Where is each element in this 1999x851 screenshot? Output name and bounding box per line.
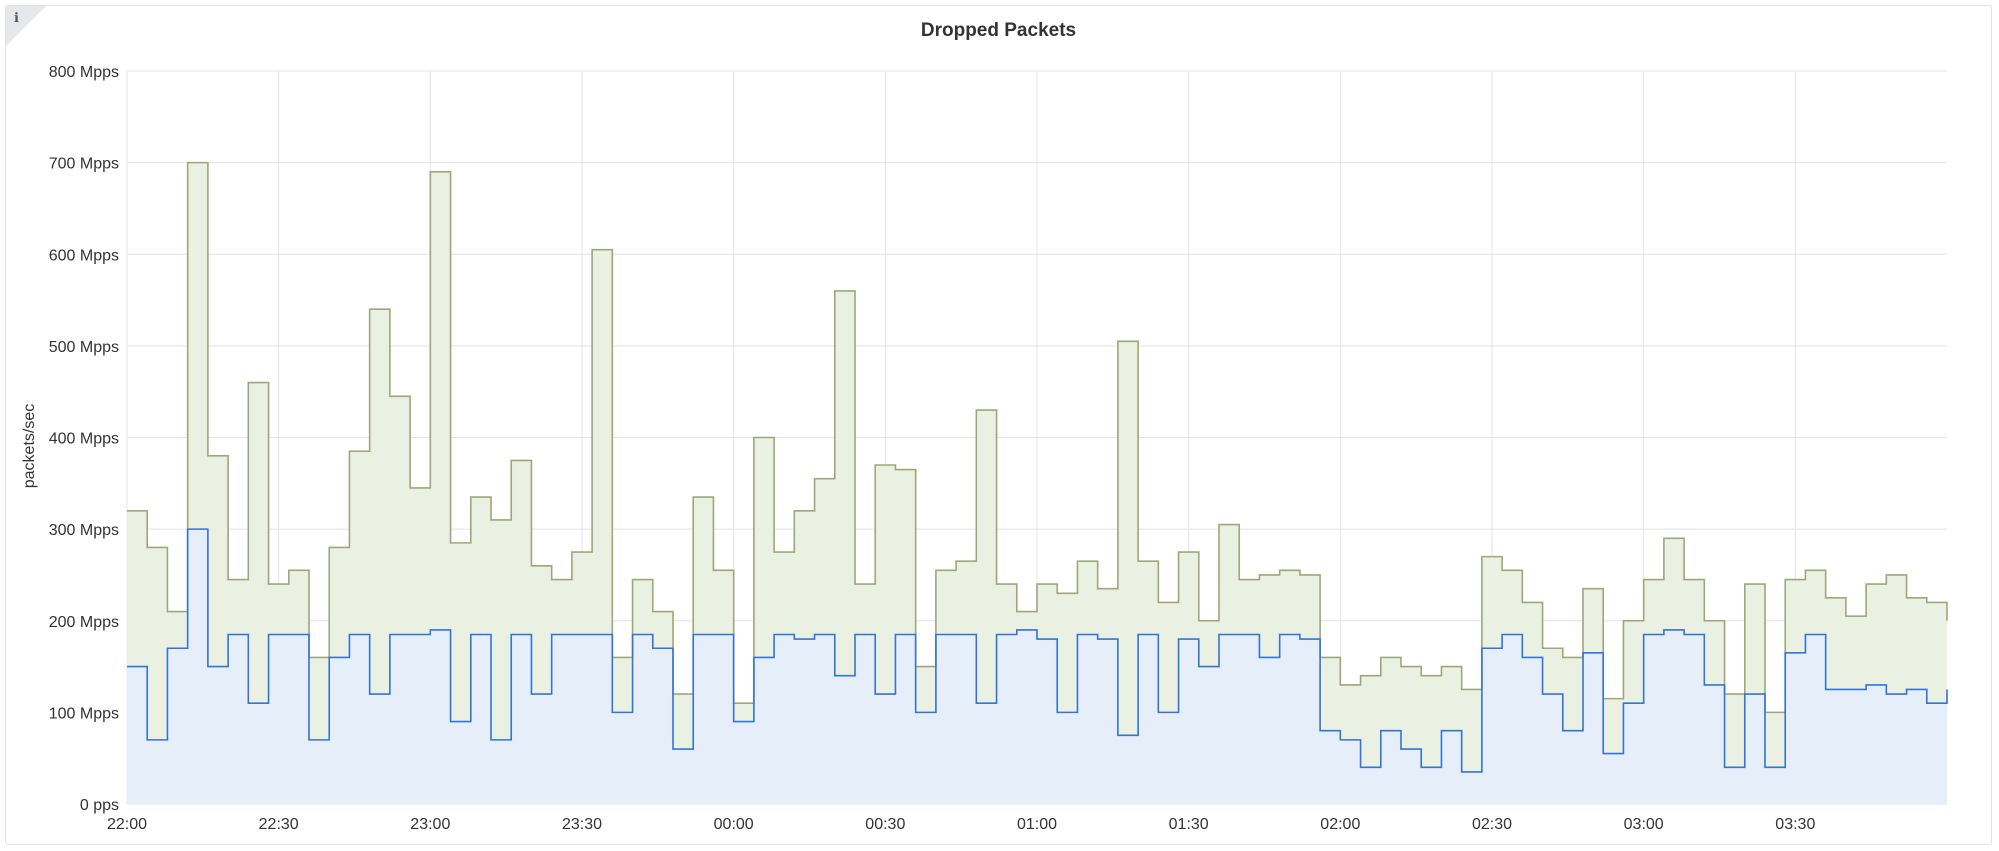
- x-tick-label: 22:30: [259, 816, 299, 833]
- x-tick-label: 02:00: [1320, 816, 1360, 833]
- x-tick-label: 03:00: [1624, 816, 1664, 833]
- y-tick-label: 100 Mpps: [49, 705, 119, 722]
- x-tick-label: 23:00: [410, 816, 450, 833]
- panel-title[interactable]: Dropped Packets: [920, 20, 1077, 41]
- x-tick-label: 22:00: [107, 816, 147, 833]
- x-tick-label: 00:00: [714, 816, 754, 833]
- series-areas: [127, 162, 1947, 804]
- y-tick-label: 600 Mpps: [49, 247, 119, 264]
- x-tick-label: 01:00: [1017, 816, 1057, 833]
- x-tick-label: 02:30: [1472, 816, 1512, 833]
- y-tick-label: 800 Mpps: [49, 64, 119, 81]
- y-axis-label: packets/sec: [21, 404, 38, 488]
- y-tick-label: 300 Mpps: [49, 522, 119, 539]
- y-tick-label: 500 Mpps: [49, 339, 119, 356]
- x-tick-label: 01:30: [1169, 816, 1209, 833]
- series-b-line: [127, 161, 1948, 714]
- info-icon[interactable]: ℹ: [14, 11, 19, 26]
- series-a-line: [127, 528, 1948, 773]
- series-lines: [127, 161, 1948, 773]
- x-axis-ticks: 22:00 22:30 23:00 23:30 00:00 00:30 01:00 01:30…: [107, 816, 1815, 833]
- y-tick-label: 0 pps: [80, 797, 119, 814]
- y-tick-label: 200 Mpps: [49, 614, 119, 631]
- x-tick-label: 00:30: [865, 816, 905, 833]
- series-b-area: [127, 162, 1947, 772]
- y-tick-label: 700 Mpps: [49, 156, 119, 173]
- panel-info-corner[interactable]: [6, 6, 46, 46]
- series-a-area: [127, 529, 1947, 804]
- y-axis-ticks: 0 pps 100 Mpps 200 Mpps 300 Mpps 400 Mpps 500…: [49, 64, 119, 814]
- x-tick-label: 23:30: [562, 816, 602, 833]
- x-tick-label: 03:30: [1775, 816, 1815, 833]
- y-tick-label: 400 Mpps: [49, 431, 119, 448]
